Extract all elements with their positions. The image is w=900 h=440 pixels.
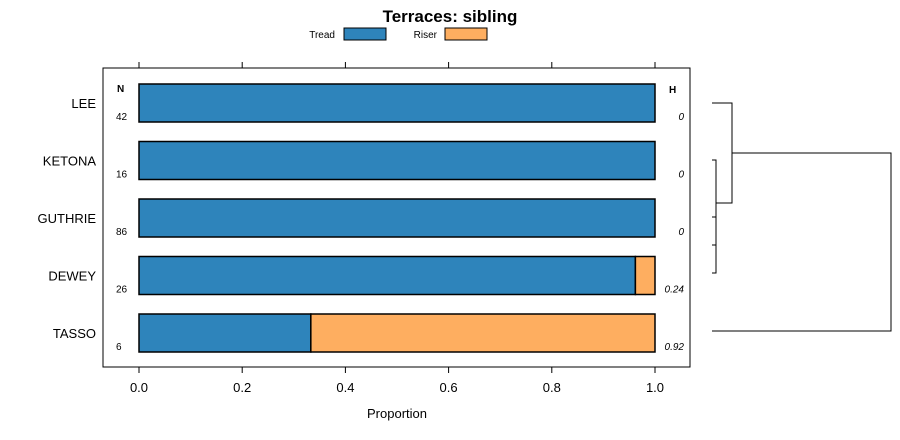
h-value-dewey: 0.24 [665,285,685,296]
category-label-dewey: DEWEY [48,269,96,284]
legend-swatch-tread [343,27,387,41]
h-value-ketona: 0 [678,170,684,181]
x-axis: 0.0 0.2 0.4 0.6 0.8 1.0 [130,62,664,395]
h-value-lee: 0 [678,112,684,123]
bar-tasso-tread [138,313,312,353]
chart-title: Terraces: sibling [383,7,518,26]
tick-label-0-0: 0.0 [130,380,148,395]
tick-label-0-6: 0.6 [440,380,458,395]
plot-frame [102,67,691,368]
bar-guthrie-tread [138,198,656,238]
tick-label-0-8: 0.8 [543,380,561,395]
bar-dewey-tread [138,255,637,296]
legend-label-riser: Riser [414,30,438,41]
x-axis-title: Proportion [367,406,427,421]
n-header: N [117,84,124,95]
legend: Tread Riser [309,27,488,41]
bar-ketona-tread [138,140,656,181]
legend-swatch-riser [444,27,488,41]
legend-label-tread: Tread [309,30,335,41]
annotations: 42 0 16 0 86 0 26 0.24 6 0.92 [116,112,684,353]
h-value-guthrie: 0 [678,227,684,238]
category-label-tasso: TASSO [53,326,96,341]
bar-dewey-riser [634,255,656,296]
bar-tasso-riser [310,313,656,353]
dendrogram-branch-root [712,152,892,332]
n-value-ketona: 16 [116,170,128,181]
category-label-ketona: KETONA [43,154,97,169]
h-header: H [669,85,676,96]
dendrogram [712,102,892,332]
category-label-guthrie: GUTHRIE [38,211,97,226]
n-value-lee: 42 [116,112,128,123]
tick-label-1-0: 1.0 [646,380,664,395]
n-value-tasso: 6 [116,342,122,353]
tick-label-0-4: 0.4 [336,380,354,395]
dendrogram-branch-lee [712,102,733,204]
category-label-lee: LEE [71,96,96,111]
dendrogram-branch-guthrie-dewey [712,216,717,246]
n-value-guthrie: 86 [116,227,128,238]
bars [138,83,656,353]
n-value-dewey: 26 [116,285,128,296]
h-value-tasso: 0.92 [665,342,685,353]
category-labels: LEE KETONA GUTHRIE DEWEY TASSO [38,96,97,341]
tick-label-0-2: 0.2 [233,380,251,395]
bar-lee-tread [138,83,656,123]
